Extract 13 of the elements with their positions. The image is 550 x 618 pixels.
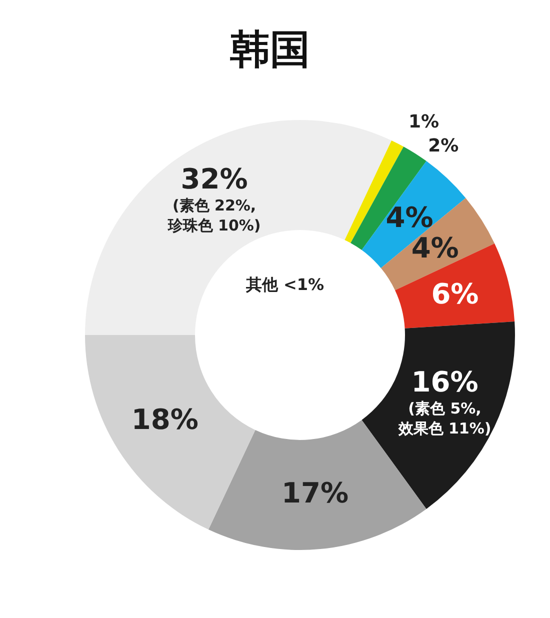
data-label: 4% <box>411 232 459 265</box>
donut-slice <box>362 322 515 509</box>
text: 其他 <1% <box>244 275 324 294</box>
data-label: 16% (素色 5%, 效果色 11%) <box>397 366 492 438</box>
data-label: 18% <box>131 403 198 436</box>
data-label: 17% <box>282 476 349 510</box>
data-label: 6% <box>431 278 479 311</box>
data-label: 1% <box>408 111 440 132</box>
data-label: 2% <box>428 135 459 156</box>
data-label: 32% (素色 22%, 珍珠色 10%) <box>166 162 261 234</box>
data-label: 4% <box>386 200 434 234</box>
donut-slice <box>85 335 256 530</box>
chart-title: 韩国 <box>229 27 310 73</box>
